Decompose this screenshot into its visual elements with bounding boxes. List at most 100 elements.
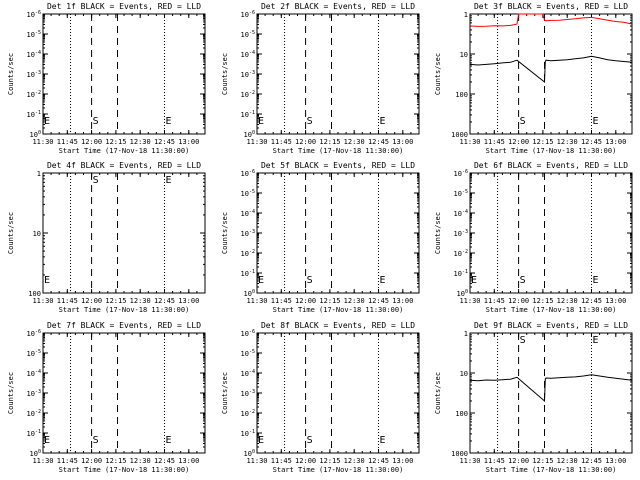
start-marker: S	[93, 435, 99, 446]
x-tick-label: 12:00	[295, 297, 316, 305]
x-tick-label: 13:00	[178, 138, 199, 146]
edge-end-marker: E	[258, 116, 264, 127]
y-axis-label: Counts/sec	[7, 372, 15, 414]
plot-frame	[42, 172, 206, 294]
plot-frame	[469, 172, 633, 294]
x-tick-label: 13:00	[178, 457, 199, 465]
x-tick-label: 12:15	[532, 297, 553, 305]
x-tick-label: 12:15	[319, 138, 340, 146]
x-tick-label: 12:30	[130, 457, 151, 465]
end-marker: E	[593, 116, 599, 127]
x-axis-label: Start Time (17-Nov-18 11:30:00)	[273, 147, 404, 155]
x-tick-label: 11:30	[459, 297, 480, 305]
y-tick-label: 100	[30, 130, 41, 139]
x-tick-label: 11:30	[32, 457, 53, 465]
x-tick-label: 12:45	[368, 457, 389, 465]
start-marker: S	[520, 275, 526, 286]
series-line	[469, 374, 633, 403]
x-tick-label: 11:45	[271, 457, 292, 465]
x-tick-label: 12:45	[581, 457, 602, 465]
y-tick-label: 10-3	[27, 70, 41, 79]
y-tick-label: 100	[244, 449, 255, 458]
start-marker: S	[520, 116, 526, 127]
x-tick-label: 11:30	[246, 457, 267, 465]
y-tick-label: 10-6	[241, 169, 255, 178]
x-tick-label: 12:30	[130, 297, 151, 305]
x-tick-label: 11:30	[32, 297, 53, 305]
y-tick-label: 10-1	[241, 269, 255, 278]
end-marker: E	[593, 335, 599, 346]
end-marker: E	[166, 116, 172, 127]
y-tick-label: 10-6	[454, 169, 468, 178]
x-tick-label: 12:30	[130, 138, 151, 146]
chart-panel-1: Det 1f BLACK = Events, RED = LLD 11:30 11:…	[7, 2, 206, 155]
y-tick-label: 10-6	[27, 10, 41, 19]
plot-frame	[256, 172, 420, 294]
x-tick-label: 12:15	[532, 138, 553, 146]
x-axis-label: Start Time (17-Nov-18 11:30:00)	[59, 466, 190, 474]
series-line	[469, 55, 633, 84]
x-tick-label: 13:00	[605, 138, 626, 146]
x-tick-label: 11:45	[484, 297, 505, 305]
x-tick-label: 12:30	[557, 138, 578, 146]
series-line	[469, 13, 633, 27]
end-marker: E	[166, 175, 172, 186]
x-tick-label: 12:15	[105, 297, 126, 305]
y-tick-label: 10-2	[454, 249, 468, 258]
chart-title: Det 2f BLACK = Events, RED = LLD	[261, 2, 415, 11]
x-tick-label: 12:15	[532, 457, 553, 465]
y-tick-label: 100	[455, 91, 468, 99]
x-tick-label: 12:15	[105, 457, 126, 465]
chart-panel-4: Det 4f BLACK = Events, RED = LLD 11:30 11:…	[7, 161, 206, 314]
x-tick-label: 13:00	[605, 297, 626, 305]
y-tick-label: 10-1	[241, 110, 255, 119]
x-axis-label: Start Time (17-Nov-18 11:30:00)	[486, 147, 617, 155]
chart-panel-7: Det 7f BLACK = Events, RED = LLD 11:30 11:…	[7, 321, 206, 474]
edge-end-marker: E	[44, 435, 50, 446]
plot-frame	[256, 332, 420, 454]
end-marker: E	[380, 435, 386, 446]
x-tick-label: 12:30	[557, 297, 578, 305]
y-tick-label: 10	[460, 51, 468, 59]
start-marker: S	[307, 116, 313, 127]
chart-title: Det 3f BLACK = Events, RED = LLD	[474, 2, 628, 11]
start-marker: S	[307, 435, 313, 446]
chart-panel-3: Det 3f BLACK = Events, RED = LLD 11:30 11:…	[434, 2, 633, 155]
x-tick-label: 11:30	[459, 138, 480, 146]
chart-title: Det 5f BLACK = Events, RED = LLD	[261, 161, 415, 170]
x-tick-label: 12:15	[105, 138, 126, 146]
y-tick-label: 10-5	[27, 349, 41, 358]
y-tick-label: 10-5	[241, 189, 255, 198]
y-tick-label: 10-2	[27, 90, 41, 99]
y-tick-label: 10-1	[454, 269, 468, 278]
end-marker: E	[380, 116, 386, 127]
y-axis-label: Counts/sec	[434, 53, 442, 95]
x-axis-label: Start Time (17-Nov-18 11:30:00)	[273, 466, 404, 474]
x-axis-label: Start Time (17-Nov-18 11:30:00)	[486, 306, 617, 314]
x-tick-label: 13:00	[392, 138, 413, 146]
start-marker: S	[93, 175, 99, 186]
y-tick-label: 10	[460, 370, 468, 378]
y-tick-label: 10-3	[241, 389, 255, 398]
x-tick-label: 11:45	[57, 138, 78, 146]
y-tick-label: 100	[455, 410, 468, 418]
y-axis-label: Counts/sec	[7, 53, 15, 95]
x-tick-label: 11:45	[484, 138, 505, 146]
x-tick-label: 12:00	[508, 138, 529, 146]
x-tick-label: 11:45	[57, 457, 78, 465]
x-tick-label: 12:30	[344, 457, 365, 465]
end-marker: E	[593, 275, 599, 286]
y-tick-label: 10-5	[27, 30, 41, 39]
plot-frame	[42, 332, 206, 454]
x-axis-label: Start Time (17-Nov-18 11:30:00)	[59, 306, 190, 314]
y-tick-label: 100	[457, 289, 468, 298]
x-tick-label: 11:45	[271, 138, 292, 146]
y-axis-label: Counts/sec	[221, 53, 229, 95]
edge-end-marker: E	[258, 275, 264, 286]
y-tick-label: 10-5	[241, 349, 255, 358]
chart-panel-6: Det 6f BLACK = Events, RED = LLD 11:30 11:…	[434, 161, 633, 314]
end-marker: E	[166, 435, 172, 446]
chart-title: Det 7f BLACK = Events, RED = LLD	[47, 321, 201, 330]
chart-panel-5: Det 5f BLACK = Events, RED = LLD 11:30 11:…	[221, 161, 420, 314]
x-tick-label: 11:30	[246, 138, 267, 146]
